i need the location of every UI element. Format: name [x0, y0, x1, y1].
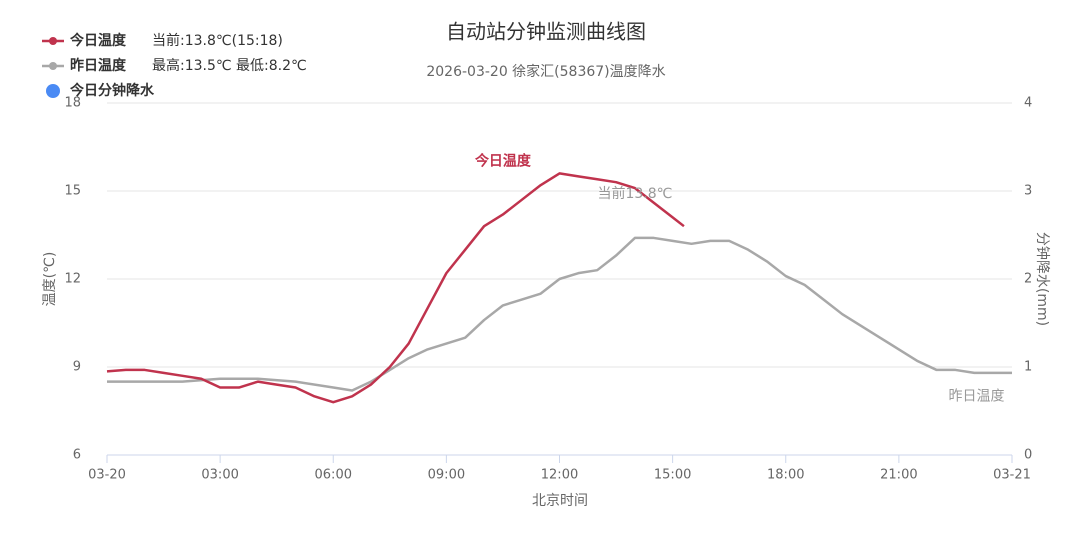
legend-label: 今日温度 — [69, 32, 127, 49]
chart-subtitle: 2026-03-20 徐家汇(58367)温度降水 — [426, 63, 665, 80]
y-tick-label: 6 — [73, 448, 81, 463]
line-series — [107, 236, 1012, 392]
line-series — [106, 172, 685, 404]
y-tick-label: 12 — [64, 272, 81, 287]
y-axis-title: 温度(℃) — [42, 252, 58, 307]
y-tick-label: 15 — [64, 184, 81, 199]
legend-label: 今日分钟降水 — [69, 82, 155, 99]
annotation: 今日温度 — [474, 153, 532, 170]
x-tick-label: 06:00 — [315, 468, 352, 483]
legend-marker — [46, 84, 60, 98]
y2-tick-label: 3 — [1024, 184, 1032, 199]
chart-title: 自动站分钟监测曲线图 — [446, 20, 646, 44]
x-tick-label: 21:00 — [880, 468, 917, 483]
x-tick-label: 15:00 — [654, 468, 691, 483]
y-tick-label: 18 — [64, 96, 81, 111]
x-axis-title: 北京时间 — [532, 493, 588, 509]
legend-label: 昨日温度 — [70, 57, 127, 74]
x-tick-label: 18:00 — [767, 468, 804, 483]
legend-marker — [49, 37, 57, 45]
y2-tick-label: 2 — [1024, 272, 1032, 287]
y2-tick-label: 1 — [1024, 360, 1032, 375]
x-tick-label: 03:00 — [201, 468, 238, 483]
legend-note: 当前:13.8℃(15:18) — [152, 32, 283, 49]
y2-tick-label: 4 — [1024, 96, 1032, 111]
annotation: 当前13.8℃ — [597, 185, 672, 202]
x-tick-label: 03-21 — [993, 468, 1031, 483]
legend-marker — [49, 62, 57, 70]
y2-tick-label: 0 — [1024, 448, 1032, 463]
x-tick-label: 09:00 — [428, 468, 465, 483]
y-tick-label: 9 — [73, 360, 81, 375]
x-tick-label: 03-20 — [88, 468, 126, 483]
annotation: 昨日温度 — [948, 388, 1004, 404]
x-tick-label: 12:00 — [541, 468, 578, 483]
legend-note: 最高:13.5℃ 最低:8.2℃ — [152, 57, 307, 74]
y2-axis-title: 分钟降水(mm) — [1034, 232, 1051, 326]
